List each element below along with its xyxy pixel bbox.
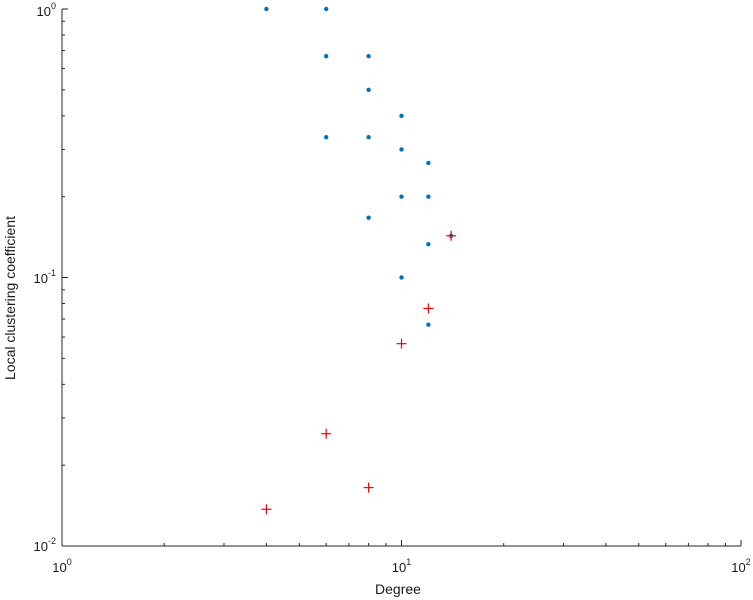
- blue-dot-point: [426, 194, 431, 199]
- blue-dot-point: [323, 6, 329, 12]
- x-tick-label-2: 102: [731, 557, 750, 575]
- blue-dot-point: [366, 54, 371, 59]
- y-tick-label-1: 10-1: [34, 268, 56, 286]
- x-tick-label-0: 100: [52, 557, 71, 575]
- blue-dot-point: [399, 147, 404, 152]
- series-blue-dots: [264, 6, 454, 327]
- red-plus-point: [363, 482, 374, 493]
- red-plus-point: [446, 230, 457, 241]
- y-tick-label-0: 10-2: [34, 536, 56, 554]
- x-axis-label: Degree: [375, 581, 421, 597]
- blue-dot-point: [264, 6, 269, 12]
- blue-dot-point: [366, 215, 371, 220]
- red-plus-point: [261, 504, 272, 515]
- blue-dot-point: [366, 87, 371, 93]
- series-red-plus: [261, 230, 457, 515]
- axes: [61, 8, 742, 547]
- blue-dot-point: [323, 54, 329, 59]
- blue-dot-point: [366, 135, 371, 140]
- x-tick-labels: 100 101 102: [52, 557, 750, 575]
- blue-dot-point: [399, 113, 404, 119]
- blue-dot-point: [426, 160, 431, 166]
- blue-dot-point: [426, 242, 431, 247]
- y-axis-label: Local clustering coefficient: [2, 216, 18, 380]
- y-minor-ticks: [62, 8, 68, 547]
- red-plus-point: [423, 303, 434, 314]
- red-plus-point: [321, 428, 332, 439]
- blue-dot-point: [399, 194, 404, 199]
- blue-dot-point: [323, 135, 329, 140]
- x-minor-ticks: [61, 540, 742, 546]
- blue-dot-point: [399, 275, 404, 280]
- y-tick-labels: 10-2 10-1 100: [34, 1, 56, 554]
- x-tick-label-1: 101: [392, 557, 411, 575]
- blue-dot-point: [426, 322, 431, 327]
- y-tick-label-2: 100: [37, 1, 56, 19]
- red-plus-point: [396, 338, 407, 349]
